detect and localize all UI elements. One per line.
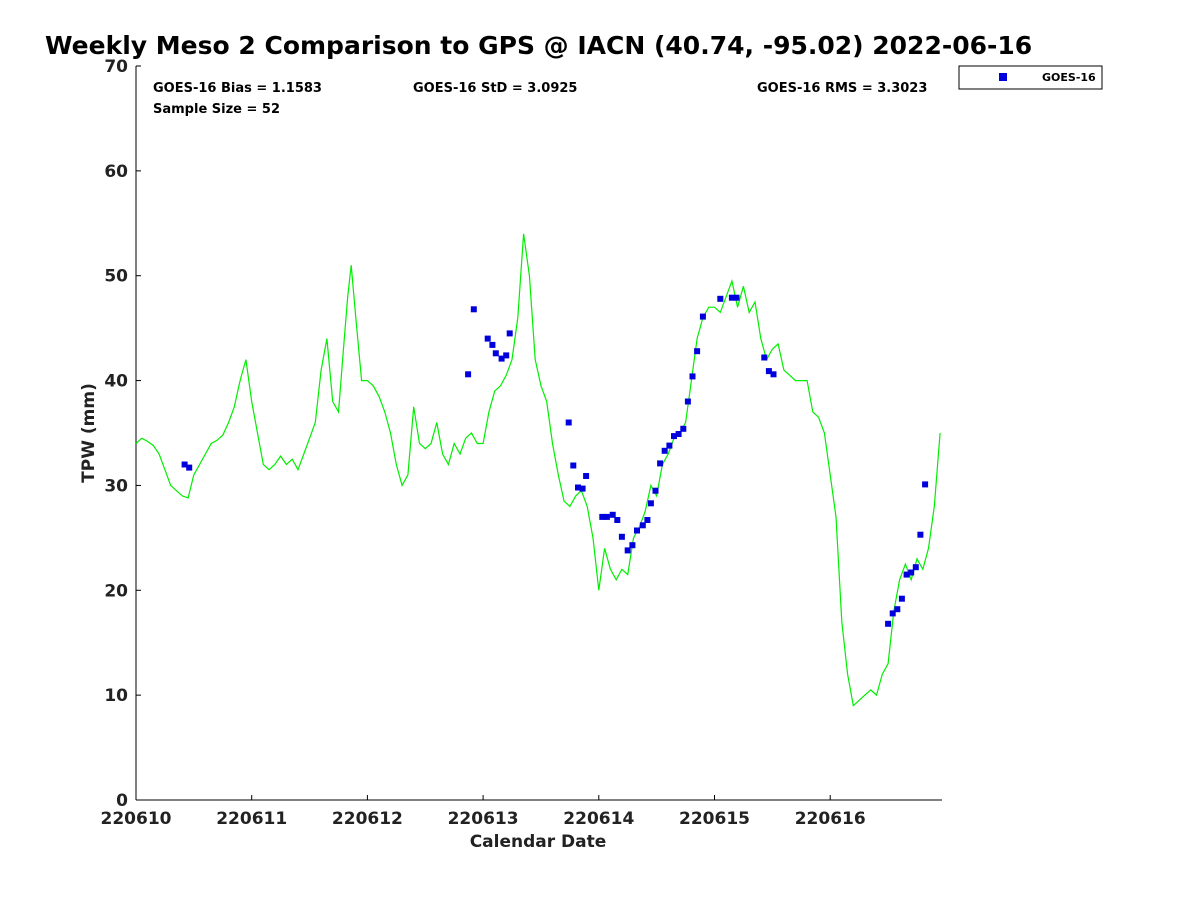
goes16-data-point <box>599 513 606 520</box>
goes16-data-point <box>629 542 636 549</box>
goes16-data-point <box>761 354 768 361</box>
goes16-data-point <box>618 533 625 540</box>
goes16-data-point <box>603 513 610 520</box>
chart-title: Weekly Meso 2 Comparison to GPS @ IACN (… <box>45 31 1032 60</box>
y-tick-label: 60 <box>104 162 128 182</box>
legend-marker-goes16 <box>999 73 1007 81</box>
goes16-data-point <box>181 461 188 468</box>
goes16-data-point <box>498 355 505 362</box>
goes16-data-point <box>652 487 659 494</box>
goes16-data-point <box>489 341 496 348</box>
goes16-data-point <box>639 522 646 529</box>
goes16-data-point <box>657 460 664 467</box>
goes16-data-point <box>186 464 193 471</box>
rms-stat: GOES-16 RMS = 3.3023 <box>757 81 927 96</box>
goes16-data-point <box>506 330 513 337</box>
x-tick-label: 220616 <box>795 809 866 829</box>
y-axis-label: TPW (mm) <box>79 383 99 483</box>
legend-box <box>958 65 1103 90</box>
x-axis-label: Calendar Date <box>470 832 607 852</box>
series-layer <box>135 233 941 707</box>
goes16-data-point <box>570 462 577 469</box>
x-tick-label: 220611 <box>216 809 287 829</box>
goes16-data-point <box>484 335 491 342</box>
std-stat: GOES-16 StD = 3.0925 <box>413 81 577 96</box>
goes16-data-point <box>908 569 915 576</box>
x-tick-label: 220614 <box>563 809 634 829</box>
x-tick-label: 220613 <box>448 809 519 829</box>
goes16-data-point <box>694 348 701 355</box>
y-tick-group: 0 10 20 30 40 50 60 70 <box>104 57 141 811</box>
x-tick-group: 220610 220611 220612 220613 220614 220615 2206… <box>101 795 866 829</box>
goes16-data-point <box>671 433 677 440</box>
goes16-data-point <box>634 527 640 534</box>
goes16-data-point <box>647 500 654 507</box>
bias-stat: GOES-16 Bias = 1.1583 <box>153 81 322 96</box>
y-tick-label: 30 <box>104 476 128 496</box>
legend-label-goes16: GOES-16 <box>1042 71 1096 84</box>
goes16-data-point <box>503 352 510 359</box>
goes16-data-point <box>492 350 499 357</box>
goes16-data-point <box>565 419 572 426</box>
goes16-data-point <box>765 368 772 375</box>
x-tick-label: 220615 <box>679 809 750 829</box>
goes16-data-point <box>465 371 472 378</box>
goes16-data-point <box>885 620 892 627</box>
goes16-data-point <box>898 595 905 602</box>
gps-series-line <box>135 233 941 707</box>
y-tick-label: 50 <box>104 267 128 287</box>
goes16-data-point <box>699 313 706 320</box>
goes16-data-point <box>680 425 687 432</box>
y-tick-label: 40 <box>104 372 128 392</box>
goes16-data-point <box>903 571 910 578</box>
plot-area <box>136 66 942 800</box>
goes16-data-point <box>733 294 740 301</box>
goes16-data-point <box>689 373 696 380</box>
goes16-data-point <box>917 531 924 538</box>
x-tick-label: 220610 <box>101 809 172 829</box>
goes16-data-point <box>624 547 631 554</box>
goes16-data-point <box>684 398 691 405</box>
goes16-data-point <box>894 606 901 613</box>
goes16-data-point <box>728 294 735 301</box>
goes16-data-point <box>770 371 777 378</box>
goes16-data-point <box>470 306 477 313</box>
goes16-data-point <box>579 485 586 492</box>
goes16-data-point <box>644 517 651 523</box>
goes16-data-point <box>889 610 896 617</box>
sample-size-stat: Sample Size = 52 <box>153 102 280 117</box>
goes16-data-point <box>583 473 590 479</box>
y-tick-label: 70 <box>104 57 128 77</box>
y-tick-label: 0 <box>116 791 128 811</box>
goes16-data-point <box>661 447 668 454</box>
legend: GOES-16 <box>958 65 1103 90</box>
goes16-data-point <box>575 484 581 491</box>
goes16-data-point <box>609 511 616 518</box>
x-tick-label: 220612 <box>332 809 403 829</box>
goes16-data-point <box>666 442 673 449</box>
goes16-data-point <box>675 431 682 437</box>
goes16-data-point <box>614 517 621 523</box>
goes16-data-point <box>912 564 919 571</box>
goes16-data-point <box>922 481 929 488</box>
y-tick-label: 10 <box>104 686 128 706</box>
y-tick-label: 20 <box>104 581 128 601</box>
goes16-data-point <box>717 295 724 302</box>
